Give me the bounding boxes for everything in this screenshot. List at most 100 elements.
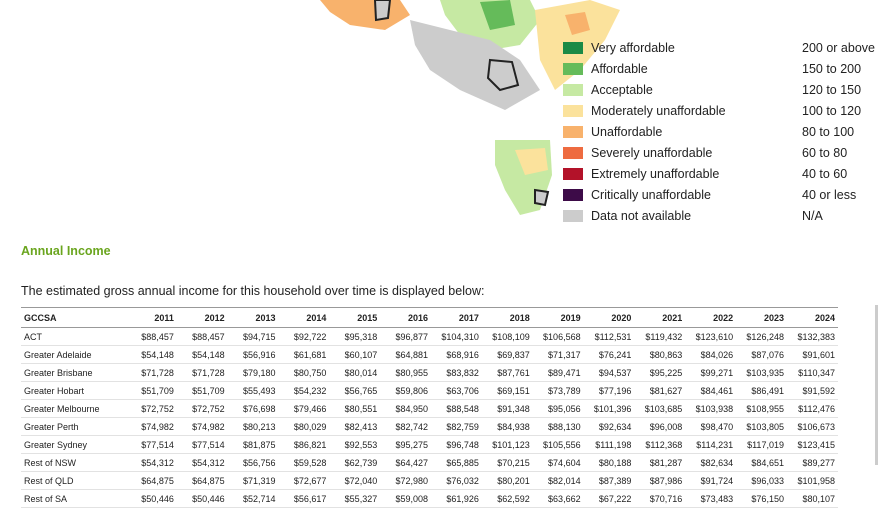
income-cell: $106,673 (786, 417, 838, 436)
income-cell: $77,514 (126, 435, 177, 454)
income-cell: $88,457 (176, 327, 228, 346)
region-cell: Rest of SA (21, 489, 126, 508)
legend-label: Critically unaffordable (591, 188, 711, 202)
legend-swatch (563, 84, 583, 96)
legend-range: 200 or above (802, 41, 875, 55)
legend-item: Extremely unaffordable 40 to 60 (563, 164, 879, 185)
column-header: 2023 (736, 307, 787, 328)
income-cell: $72,677 (278, 471, 330, 490)
income-cell: $71,317 (532, 345, 584, 364)
income-cell: $80,029 (278, 417, 330, 436)
income-cell: $69,151 (481, 381, 533, 400)
income-cell: $82,742 (380, 417, 432, 436)
income-cell: $73,789 (532, 381, 584, 400)
income-cell: $80,750 (278, 363, 330, 382)
income-cell: $86,821 (278, 435, 330, 454)
income-cell: $123,415 (786, 435, 838, 454)
column-header: 2021 (634, 307, 686, 328)
income-cell: $98,470 (685, 417, 737, 436)
legend-swatch (563, 147, 583, 159)
income-cell: $51,709 (126, 381, 177, 400)
income-cell: $71,319 (227, 471, 279, 490)
column-header: 2012 (176, 307, 228, 328)
income-cell: $62,739 (329, 453, 381, 472)
income-cell: $96,877 (380, 327, 432, 346)
map (320, 0, 620, 215)
column-header: 2013 (227, 307, 279, 328)
income-cell: $52,714 (227, 489, 279, 508)
region-cell: Greater Melbourne (21, 399, 126, 418)
income-cell: $94,715 (227, 327, 279, 346)
income-cell: $95,225 (634, 363, 686, 382)
table-body: ACT $88,457 $88,457 $94,715 $92,722 $95,318 $9… (21, 327, 838, 508)
income-cell: $80,213 (227, 417, 279, 436)
income-cell: $99,271 (685, 363, 737, 382)
income-cell: $91,724 (685, 471, 737, 490)
region-cell: Greater Brisbane (21, 363, 126, 382)
scrollbar (875, 305, 878, 465)
income-cell: $103,938 (685, 399, 737, 418)
income-cell: $79,466 (278, 399, 330, 418)
income-cell: $114,231 (685, 435, 737, 454)
legend-item: Affordable 150 to 200 (563, 59, 879, 80)
region-cell: Greater Hobart (21, 381, 126, 400)
income-cell: $64,881 (380, 345, 432, 364)
column-header: 2014 (278, 307, 330, 328)
income-cell: $108,955 (736, 399, 787, 418)
income-cell: $79,180 (227, 363, 279, 382)
income-cell: $56,916 (227, 345, 279, 364)
income-cell: $81,627 (634, 381, 686, 400)
income-cell: $86,491 (736, 381, 787, 400)
income-cell: $126,248 (736, 327, 787, 346)
income-cell: $101,958 (786, 471, 838, 490)
legend-range: 150 to 200 (802, 62, 862, 76)
legend-swatch (563, 168, 583, 180)
column-header: GCCSA (21, 307, 126, 328)
region-cell: Rest of NSW (21, 453, 126, 472)
legend-item: Severely unaffordable 60 to 80 (563, 143, 879, 164)
column-header: 2015 (329, 307, 381, 328)
legend-range: 40 or less (802, 188, 857, 202)
income-cell: $70,215 (481, 453, 533, 472)
income-cell: $62,592 (481, 489, 533, 508)
income-cell: $96,033 (736, 471, 787, 490)
income-cell: $112,476 (786, 399, 838, 418)
income-cell: $76,241 (583, 345, 635, 364)
legend-range: 120 to 150 (802, 83, 862, 97)
income-cell: $101,123 (481, 435, 533, 454)
table-row: Rest of SA $50,446 $50,446 $52,714 $56,617 $5… (21, 489, 838, 508)
map-region (565, 12, 590, 35)
income-cell: $80,955 (380, 363, 432, 382)
table-row: ACT $88,457 $88,457 $94,715 $92,722 $95,318 $9… (21, 327, 838, 346)
legend-range: 80 to 100 (802, 125, 855, 139)
income-cell: $74,982 (176, 417, 228, 436)
legend-range: 40 to 60 (802, 167, 848, 181)
income-cell: $80,014 (329, 363, 381, 382)
table-header: GCCSA 2011 2012 2013 2014 2015 2016 2017 2018 201… (21, 307, 838, 328)
legend-swatch (563, 105, 583, 117)
income-cell: $94,537 (583, 363, 635, 382)
income-cell: $103,685 (634, 399, 686, 418)
income-cell: $76,032 (431, 471, 482, 490)
column-header: 2011 (126, 307, 177, 328)
income-cell: $82,413 (329, 417, 381, 436)
income-cell: $56,617 (278, 489, 330, 508)
income-cell: $92,634 (583, 417, 635, 436)
region-cell: Rest of QLD (21, 471, 126, 490)
income-cell: $96,008 (634, 417, 686, 436)
income-cell: $76,150 (736, 489, 787, 508)
table-row: Greater Adelaide $54,148 $54,148 $56,916 $61… (21, 345, 838, 364)
legend-label: Data not available (591, 209, 692, 223)
income-cell: $64,427 (380, 453, 432, 472)
column-header: 2018 (481, 307, 533, 328)
income-cell: $73,483 (685, 489, 737, 508)
income-cell: $64,875 (126, 471, 177, 490)
income-cell: $61,681 (278, 345, 330, 364)
income-cell: $89,277 (786, 453, 838, 472)
income-cell: $81,875 (227, 435, 279, 454)
map-region (480, 0, 515, 30)
income-cell: $110,347 (786, 363, 838, 382)
legend-swatch (563, 189, 583, 201)
income-cell: $91,601 (786, 345, 838, 364)
income-cell: $74,604 (532, 453, 584, 472)
